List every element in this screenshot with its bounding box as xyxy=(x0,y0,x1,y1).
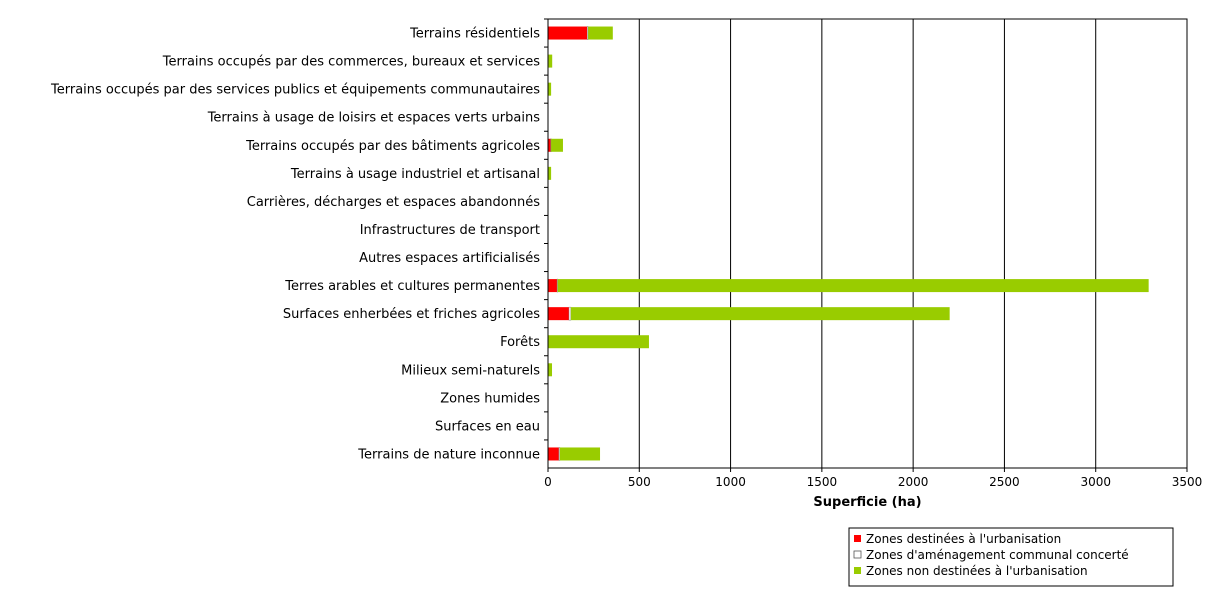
category-labels: Terrains résidentiels Terrains occupés pa… xyxy=(50,27,540,463)
legend-swatch xyxy=(854,535,861,542)
category-label: Milieux semi-naturels xyxy=(401,363,540,378)
legend-box xyxy=(848,527,1174,587)
category-label: Zones humides xyxy=(440,391,540,406)
x-tick-label: 0 xyxy=(544,475,552,489)
bar-segment-series-1 xyxy=(568,306,572,321)
x-tick-label: 3000 xyxy=(1080,475,1111,489)
bar-segment-series-2 xyxy=(557,279,1149,293)
category-label: Terrains de nature inconnue xyxy=(357,447,540,462)
bar-segment-series-0 xyxy=(548,26,588,40)
x-tick-label: 3500 xyxy=(1172,475,1203,489)
bar-segment-series-1 xyxy=(587,26,589,40)
bar-segment-series-2 xyxy=(548,54,553,68)
x-tick-label: 2500 xyxy=(989,475,1020,489)
category-label: Autres espaces artificialisés xyxy=(359,251,540,266)
bar-segment-series-0 xyxy=(548,279,558,293)
category-label: Terrains à usage de loisirs et espaces v… xyxy=(207,111,541,126)
bar-segment-series-2 xyxy=(548,363,553,377)
category-label: Terrains résidentiels xyxy=(409,27,540,42)
legend-swatch xyxy=(854,567,861,574)
category-label: Carrières, décharges et espaces abandonn… xyxy=(247,195,540,210)
bars xyxy=(548,26,1149,461)
plot-area xyxy=(547,18,1188,469)
x-tick-label: 1500 xyxy=(807,475,838,489)
bar-segment-series-1 xyxy=(556,278,558,293)
category-label: Surfaces enherbées et friches agricoles xyxy=(283,307,540,322)
category-label: Terrains à usage industriel et artisanal xyxy=(290,167,540,182)
bar-segment-series-2 xyxy=(548,82,552,96)
category-label: Forêts xyxy=(500,335,540,350)
legend-entry: Zones non destinées à l'urbanisation xyxy=(866,564,1088,578)
category-label: Infrastructures de transport xyxy=(360,223,540,238)
legend-entry: Zones destinées à l'urbanisation xyxy=(866,532,1061,546)
bar-segment-series-1 xyxy=(558,447,561,461)
x-tick-label: 2000 xyxy=(898,475,929,489)
bar-segment-series-2 xyxy=(570,307,950,321)
bar-segment-series-0 xyxy=(548,138,551,152)
legend-entry: Zones d'aménagement communal concerté xyxy=(866,548,1129,562)
bar-segment-series-2 xyxy=(551,138,563,152)
x-tick-label: 1000 xyxy=(715,475,746,489)
bar-segment-series-2 xyxy=(548,335,649,349)
category-label: Terres arables et cultures permanentes xyxy=(284,279,540,294)
gridlines xyxy=(638,19,1097,468)
category-label: Terrains occupés par des services public… xyxy=(50,83,540,98)
bar-segment-series-0 xyxy=(548,447,559,461)
bar-segment-series-2 xyxy=(588,26,613,40)
x-tick-labels: 0 500 1000 1500 2000 2500 3000 3500 xyxy=(544,475,1202,489)
category-label: Terrains occupés par des bâtiments agric… xyxy=(245,139,540,154)
x-axis-title: Superficie (ha) xyxy=(813,495,921,510)
legend-swatch xyxy=(853,550,862,559)
category-label: Terrains occupés par des commerces, bure… xyxy=(162,55,540,70)
legend: Zones destinées à l'urbanisation Zones d'… xyxy=(848,527,1174,587)
bar-segment-series-0 xyxy=(548,307,569,321)
x-tick-label: 500 xyxy=(628,475,651,489)
bar-segment-series-2 xyxy=(559,447,601,461)
category-label: Surfaces en eau xyxy=(435,419,540,434)
axis-ticks xyxy=(544,18,1188,472)
bar-segment-series-2 xyxy=(548,166,552,180)
